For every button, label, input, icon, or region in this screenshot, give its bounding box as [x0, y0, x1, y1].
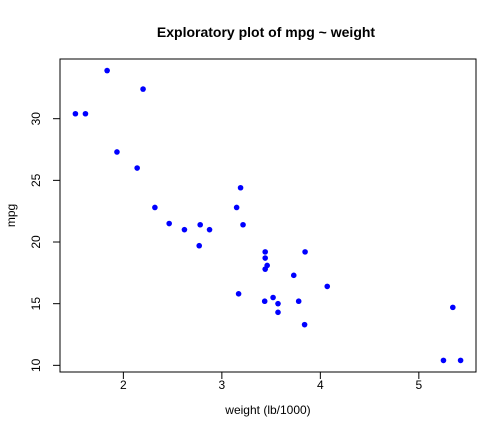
scatter-point	[233, 204, 240, 211]
scatter-point	[104, 67, 110, 74]
x-axis-label: weight (lb/1000)	[224, 403, 310, 417]
scatter-point	[134, 165, 140, 171]
chart-title: Exploratory plot of mpg ~ weight	[157, 24, 376, 40]
scatter-point	[270, 294, 276, 301]
scatter-point	[302, 249, 308, 255]
y-axis-label: mpg	[4, 204, 18, 227]
scatter-point	[237, 184, 244, 191]
scatter-point	[262, 255, 268, 261]
scatter-point	[301, 321, 308, 328]
scatter-point	[440, 357, 447, 364]
y-tick-label: 15	[29, 297, 43, 311]
data-points	[72, 67, 464, 364]
scatter-point	[457, 357, 464, 364]
scatter-point	[197, 221, 203, 228]
scatter-point	[295, 298, 302, 305]
x-tick-label: 2	[120, 378, 127, 392]
y-tick-label: 25	[29, 173, 43, 187]
scatter-point	[206, 226, 213, 233]
scatter-point	[166, 220, 172, 227]
x-axis: 2 3 4 5	[120, 371, 422, 392]
x-tick-label: 5	[415, 378, 422, 392]
scatter-point	[72, 110, 79, 117]
scatter-point	[262, 249, 268, 255]
scatter-point	[152, 204, 158, 211]
scatter-point	[114, 149, 120, 155]
plot-frame	[59, 58, 477, 373]
x-tick-label: 3	[219, 378, 226, 392]
scatter-point	[290, 272, 297, 279]
scatter-point	[140, 86, 146, 92]
scatter-point	[450, 304, 456, 311]
scatter-point	[262, 266, 268, 272]
y-tick-label: 30	[29, 112, 43, 126]
scatter-point	[240, 221, 246, 228]
scatter-point	[261, 298, 268, 305]
scatter-point	[235, 291, 242, 297]
y-tick-label: 20	[29, 235, 43, 249]
scatter-point	[275, 309, 281, 316]
y-axis: 10 15 20 25 30	[29, 112, 61, 372]
scatter-point	[324, 283, 331, 290]
scatter-point	[196, 242, 203, 249]
scatter-point	[181, 226, 188, 233]
x-tick-label: 4	[317, 378, 324, 392]
y-tick-label: 10	[29, 358, 43, 372]
scatter-point	[275, 300, 281, 307]
scatter-point	[82, 110, 89, 117]
